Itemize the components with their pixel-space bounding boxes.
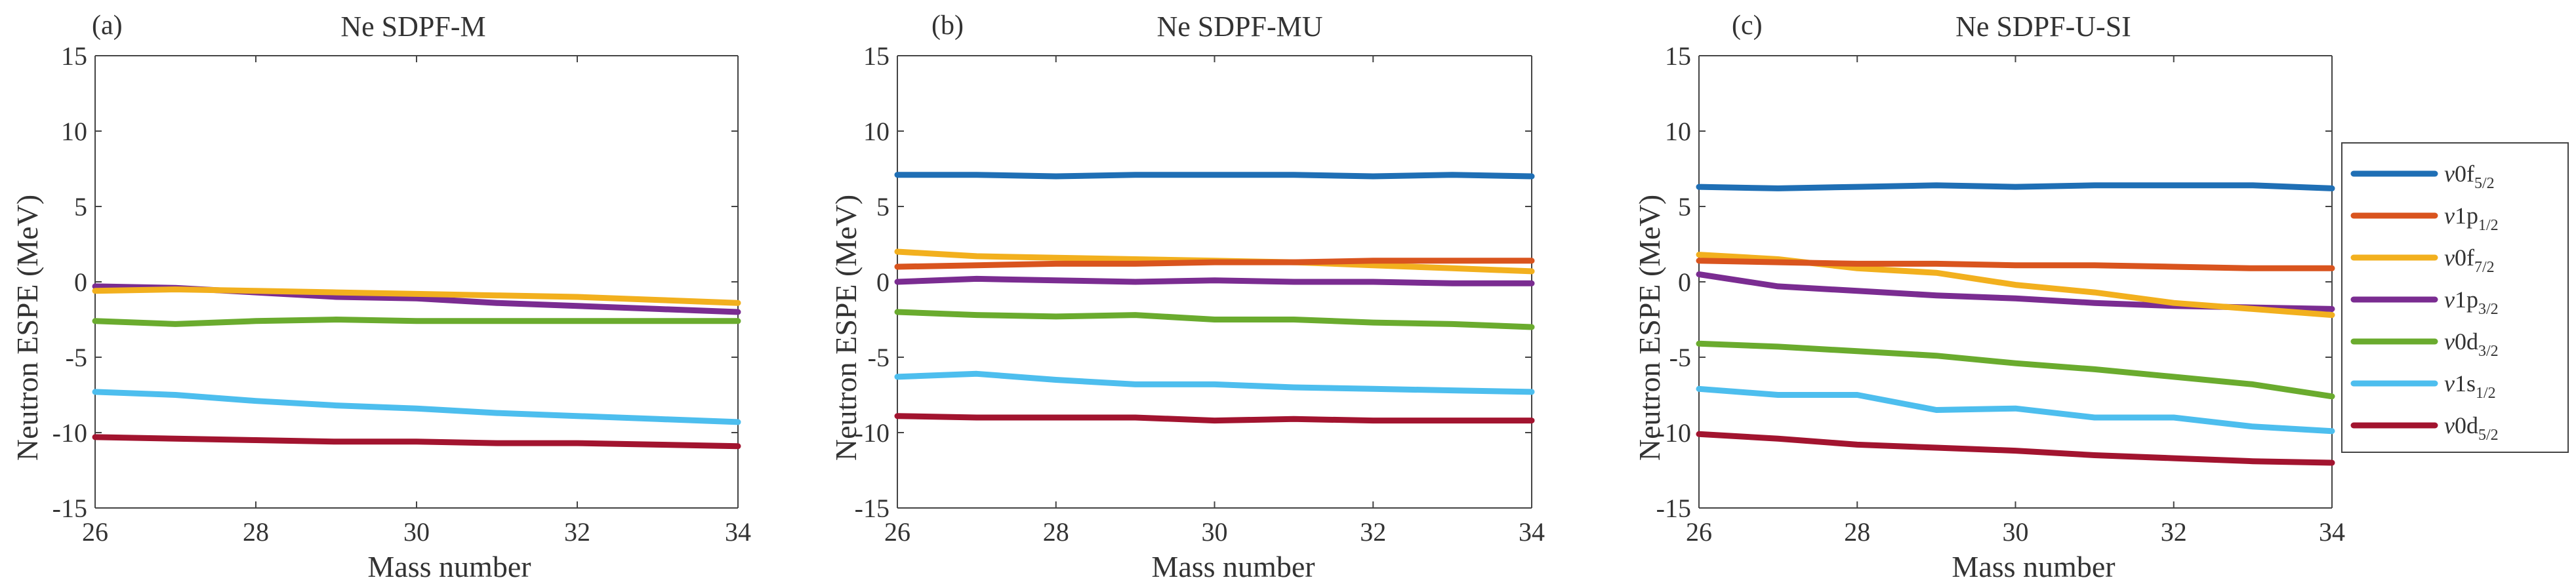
y-tick-label: -10 [855,418,889,448]
y-tick-label: 5 [876,192,889,222]
series-line-0f72 [92,286,741,306]
x-tick-label: 26 [82,517,108,547]
y-tick-label: -15 [52,494,87,523]
panel-b: (b) Ne SDPF-MU Neutron ESPE (MeV) Mass n… [829,10,1545,583]
series-line-0d32 [1696,340,2335,400]
panel-a-plot: -15 -10 -5 0 5 10 15 26 28 30 32 34 [52,41,751,547]
legend-label-0d32: ν0d3/2 [2444,328,2499,360]
series-line-0d52 [894,413,1535,424]
panel-b-x-axis-title: Mass number [1151,550,1315,583]
series-line-0d52 [1696,431,2335,466]
y-tick-label: 15 [1665,41,1691,71]
series-line-0d52 [92,434,741,450]
y-tick-label: -15 [1656,494,1691,523]
series-line-0f52 [894,172,1535,180]
y-tick-label: 10 [61,117,87,146]
panel-c-plot: -15 -10 -5 0 5 10 15 26 28 30 32 34 [1656,41,2345,547]
series-line-1s12 [92,389,741,425]
panel-c-x-axis-title: Mass number [1952,550,2115,583]
legend: ν0f5/2 ν1p1/2 ν0f7/2 ν1p3/2 ν0d3/2 ν1s1/2 ν0d5… [2341,142,2569,453]
panel-a-title: Ne SDPF-M [340,10,485,43]
x-tick-label: 28 [1844,517,1870,547]
y-tick-label: -10 [52,418,87,448]
y-tick-label: 0 [876,267,889,297]
series-line-0f52 [1696,182,2335,191]
series-line-1p12 [894,258,1535,270]
x-tick-label: 30 [403,517,430,547]
panel-a-y-axis-title: Neutron ESPE (MeV) [10,195,44,461]
series-line-1p32 [894,275,1535,286]
x-tick-label: 30 [2003,517,2029,547]
panel-b-plot: -15 -10 -5 0 5 10 15 26 28 30 32 34 [855,41,1545,547]
x-tick-label: 32 [2161,517,2187,547]
panel-b-title: Ne SDPF-MU [1156,10,1322,43]
legend-label-1p32: ν1p3/2 [2444,286,2499,318]
legend-label-0f52: ν0f5/2 [2444,161,2495,192]
y-tick-label: -5 [1669,343,1691,372]
series-line-1p12 [1696,258,2335,271]
panel-a-letter: (a) [92,10,123,41]
legend-label-1p12: ν1p1/2 [2444,203,2499,234]
series-line-0d32 [894,309,1535,330]
y-tick-label: 0 [1678,267,1691,297]
series-line-1s12 [1696,385,2335,435]
x-tick-label: 26 [884,517,910,547]
legend-label-0d52: ν0d5/2 [2444,412,2499,444]
y-tick-label: 10 [1665,117,1691,146]
x-tick-label: 28 [243,517,269,547]
x-tick-label: 26 [1686,517,1712,547]
y-tick-label: 15 [863,41,889,71]
panel-c: (c) Ne SDPF-U-SI Neutron ESPE (MeV) Mass… [1633,10,2345,583]
x-tick-label: 32 [1360,517,1386,547]
panel-b-y-axis-title: Neutron ESPE (MeV) [829,195,863,461]
x-tick-label: 34 [725,517,751,547]
y-tick-label: 5 [74,192,87,222]
panel-c-title: Ne SDPF-U-SI [1955,10,2131,43]
x-tick-label: 34 [1519,517,1545,547]
panel-a: (a) Ne SDPF-M Neutron ESPE (MeV) Mass nu… [10,10,751,583]
y-tick-label: -5 [868,343,889,372]
legend-label-0f72: ν0f7/2 [2444,244,2495,276]
y-tick-label: -15 [855,494,889,523]
series-line-1p32 [1696,271,2335,312]
series-line-0d32 [92,317,741,327]
y-tick-label: 10 [863,117,889,146]
y-tick-label: -10 [1656,418,1691,448]
y-tick-label: 0 [74,267,87,297]
x-tick-label: 32 [564,517,590,547]
panel-c-letter: (c) [1732,10,1763,41]
panel-c-y-axis-title: Neutron ESPE (MeV) [1633,195,1666,461]
series-line-1s12 [894,370,1535,395]
x-tick-label: 28 [1043,517,1069,547]
legend-label-1s12: ν1s1/2 [2444,370,2496,402]
y-tick-label: 15 [61,41,87,71]
y-tick-label: -5 [66,343,87,372]
panel-a-x-axis-title: Mass number [367,550,531,583]
panel-b-letter: (b) [931,10,964,41]
x-tick-label: 34 [2319,517,2345,547]
y-tick-label: 5 [1678,192,1691,222]
x-tick-label: 30 [1202,517,1228,547]
